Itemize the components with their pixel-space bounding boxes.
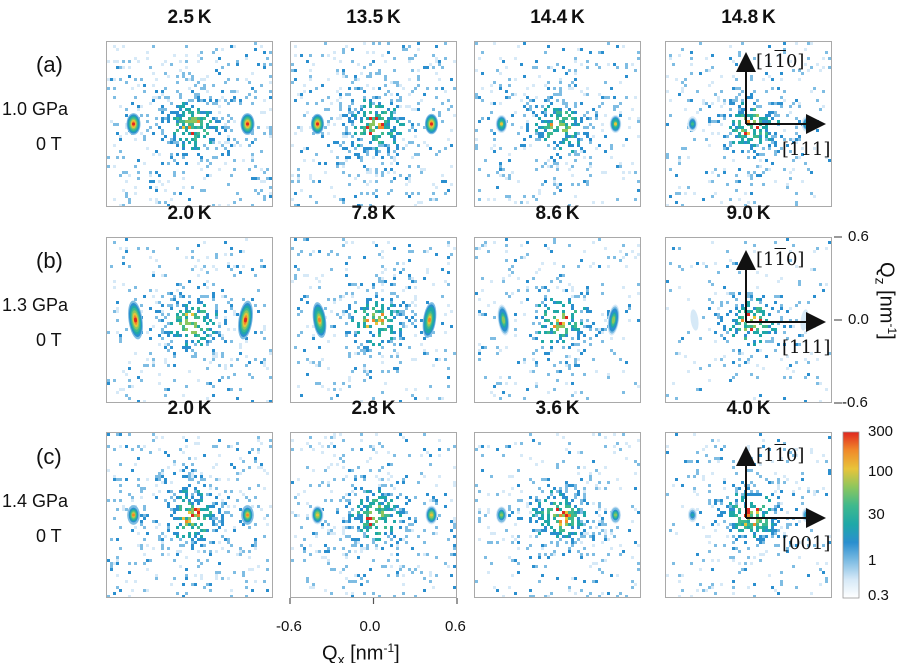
scattering-map-panel bbox=[474, 237, 641, 403]
direction-label-right: [001] bbox=[782, 533, 831, 554]
colorbar-tick-label: 30 bbox=[868, 506, 885, 523]
field-label: 0 T bbox=[36, 330, 62, 350]
row-label-a: (a) bbox=[36, 52, 63, 77]
intensity-map bbox=[475, 42, 640, 206]
temperature-label: 14.4 K bbox=[530, 7, 585, 28]
colorbar-tick-label: 300 bbox=[868, 423, 894, 440]
direction-label-right: [111] bbox=[782, 337, 831, 358]
colorbar-tick-label: 100 bbox=[868, 462, 894, 480]
row-label-b: (b) bbox=[36, 248, 63, 273]
row-label-c: (c) bbox=[36, 444, 62, 469]
field-label: 0 T bbox=[36, 526, 62, 546]
qx-tick-label: -0.6 bbox=[276, 618, 302, 635]
intensity-map bbox=[107, 42, 272, 206]
scattering-map-panel bbox=[665, 432, 832, 598]
direction-label-up: [110] bbox=[756, 249, 805, 270]
temperature-label: 7.8 K bbox=[351, 203, 396, 224]
intensity-map bbox=[291, 433, 456, 597]
scattering-map-panel bbox=[290, 432, 457, 598]
scattering-map-panel bbox=[106, 41, 273, 207]
temperature-label: 2.0 K bbox=[167, 203, 212, 224]
scattering-map-panel bbox=[106, 432, 273, 598]
intensity-map bbox=[291, 238, 456, 402]
direction-label-up: [110] bbox=[756, 445, 805, 466]
temperature-label: 2.8 K bbox=[351, 398, 396, 419]
scattering-map-panel bbox=[665, 237, 832, 403]
qx-tick-label: 0.6 bbox=[445, 618, 466, 635]
pressure-label: 1.4 GPa bbox=[2, 491, 69, 511]
pressure-label: 1.0 GPa bbox=[2, 99, 69, 119]
qx-axis-title: Qx [nm-1] bbox=[322, 641, 400, 663]
intensity-map bbox=[666, 238, 831, 402]
scattering-map-panel bbox=[474, 432, 641, 598]
temperature-label: 9.0 K bbox=[726, 203, 771, 224]
scattering-map-panel bbox=[290, 237, 457, 403]
colorbar-tick-label: 1 bbox=[868, 552, 877, 570]
intensity-map bbox=[666, 42, 831, 206]
intensity-map bbox=[475, 238, 640, 400]
pressure-label: 1.3 GPa bbox=[2, 295, 69, 315]
temperature-label: 3.6 K bbox=[535, 398, 580, 419]
intensity-map bbox=[475, 433, 640, 597]
colorbar bbox=[842, 431, 860, 599]
qz-tick-label: 0.0 bbox=[848, 311, 869, 328]
intensity-map bbox=[107, 238, 272, 402]
scattering-map-panel bbox=[474, 41, 641, 207]
scattering-map-panel bbox=[106, 237, 273, 403]
temperature-label: 2.5 K bbox=[167, 7, 212, 28]
colorbar-tick-label: 0.3 bbox=[868, 586, 889, 604]
intensity-map bbox=[291, 42, 456, 206]
scattering-map-panel bbox=[665, 41, 832, 207]
qz-axis-title: Qz [nm-1] bbox=[872, 262, 899, 340]
temperature-label: 8.6 K bbox=[535, 203, 580, 224]
intensity-map bbox=[107, 433, 272, 597]
temperature-label: 4.0 K bbox=[726, 398, 771, 419]
intensity-map bbox=[666, 433, 831, 597]
temperature-label: 14.8 K bbox=[721, 7, 776, 28]
field-label: 0 T bbox=[36, 134, 62, 154]
temperature-label: 13.5 K bbox=[346, 7, 401, 28]
qz-tick-label: -0.6 bbox=[842, 394, 868, 411]
direction-label-up: [110] bbox=[756, 51, 805, 72]
qz-tick-label: 0.6 bbox=[848, 228, 869, 245]
scattering-map-panel bbox=[290, 41, 457, 207]
qx-tick-label: 0.0 bbox=[359, 618, 381, 635]
direction-label-right: [111] bbox=[782, 139, 831, 160]
temperature-label: 2.0 K bbox=[167, 398, 212, 419]
